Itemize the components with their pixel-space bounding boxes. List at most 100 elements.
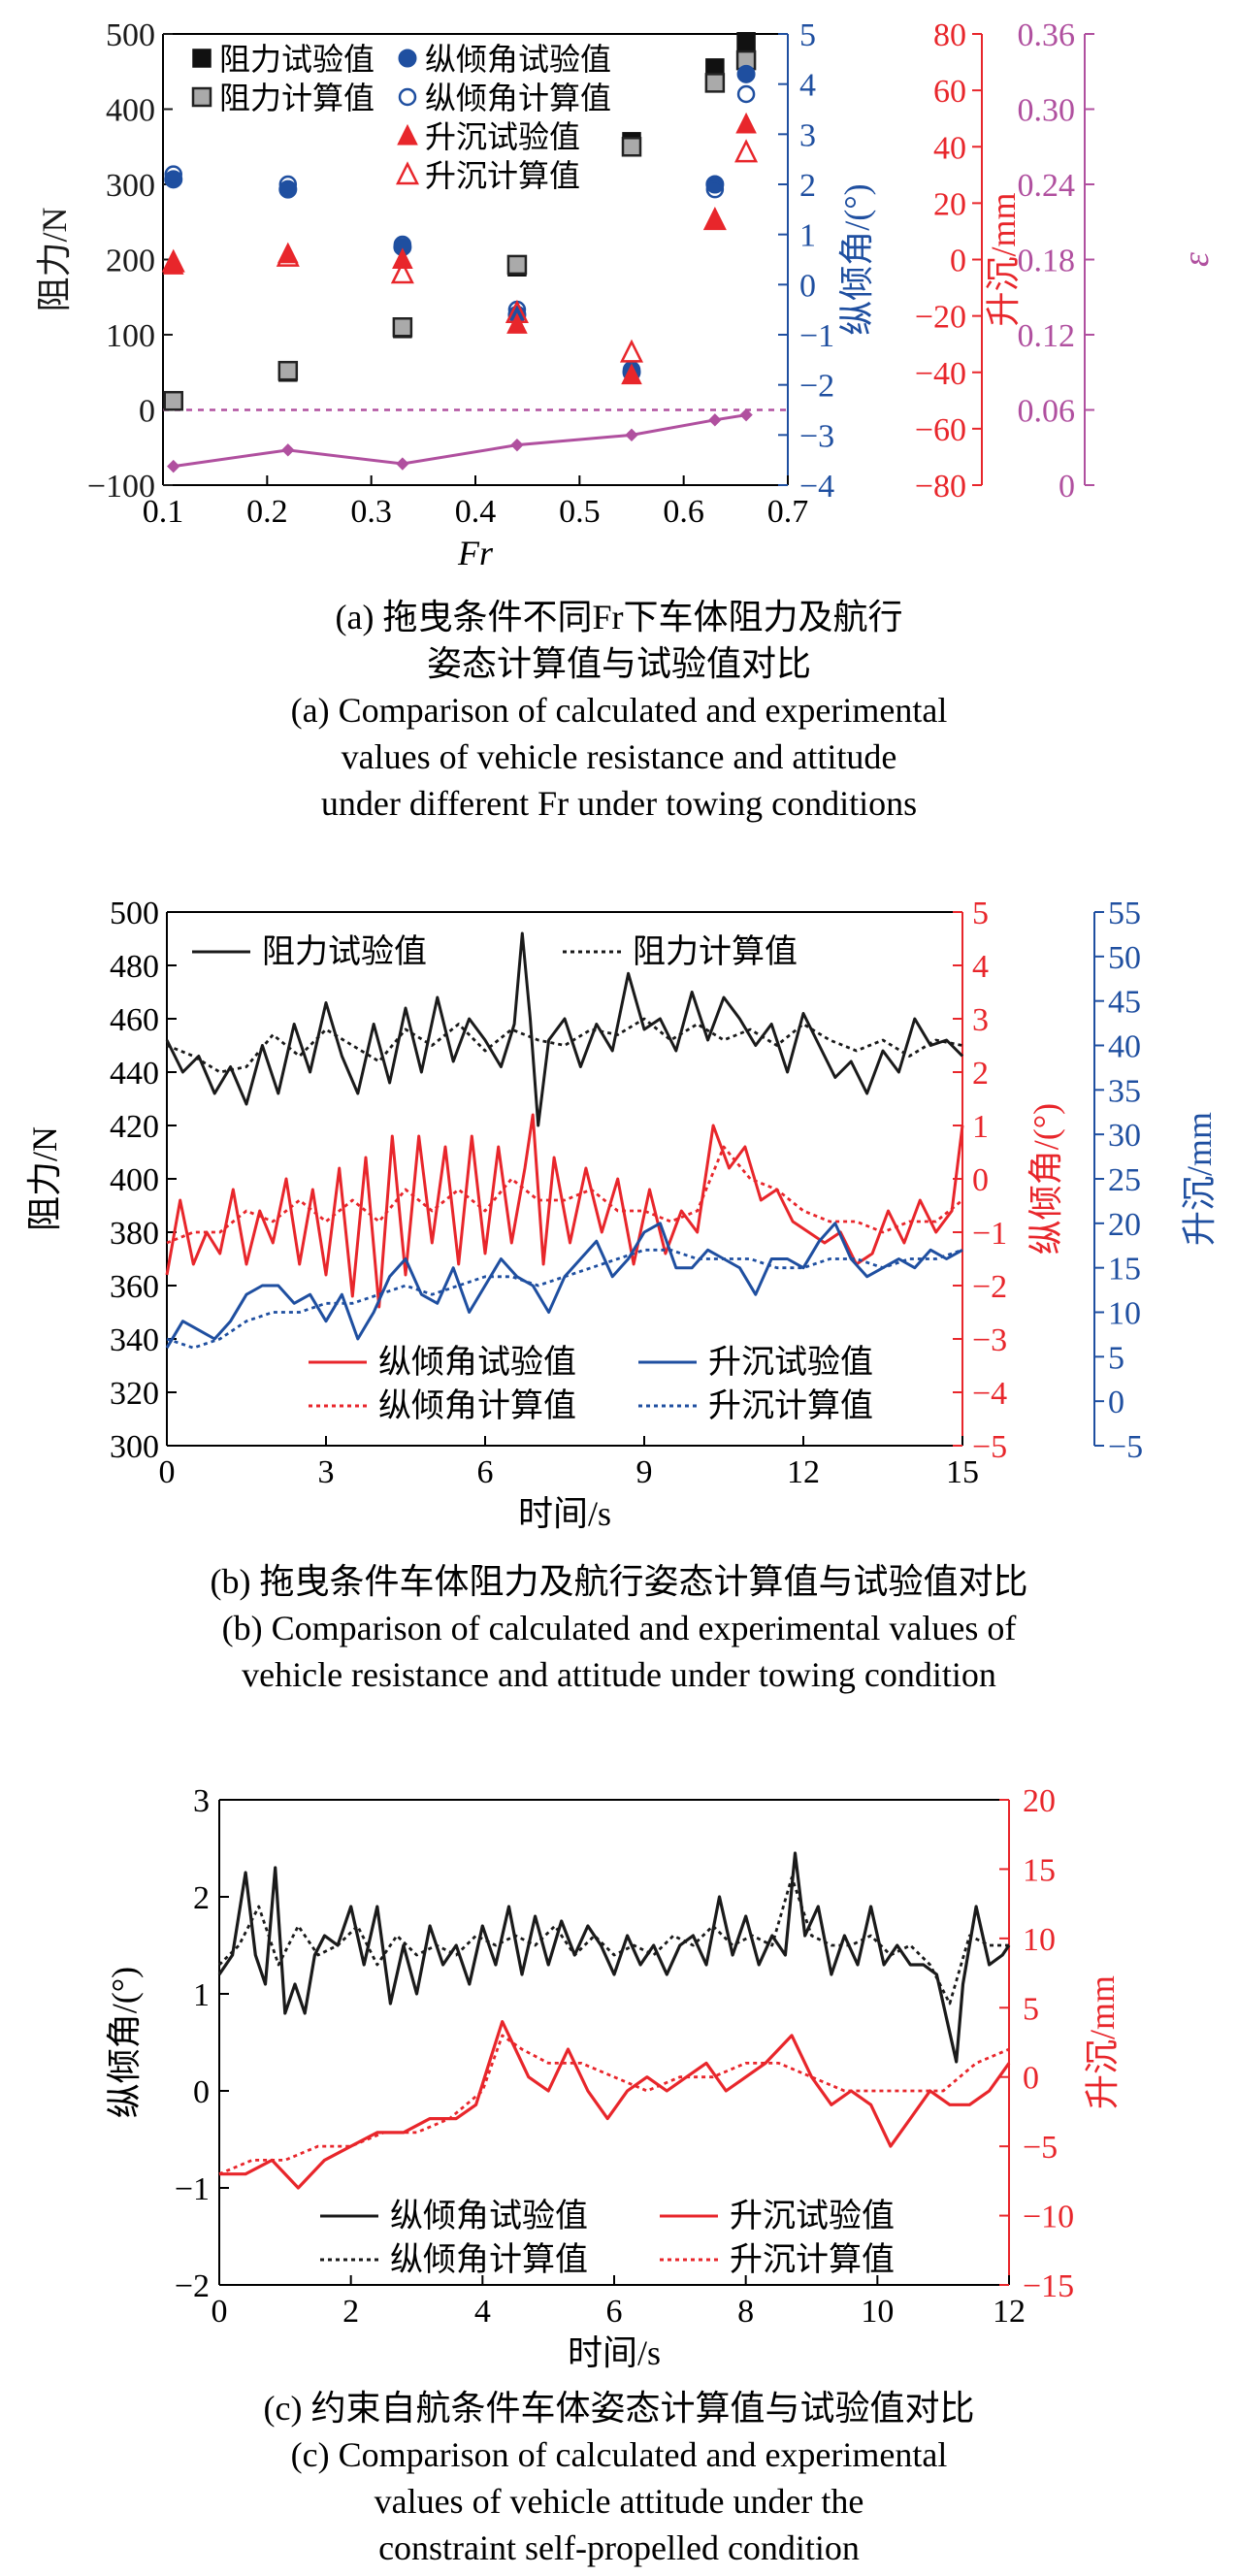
a-eps-tick-label: 0.30 bbox=[1018, 93, 1076, 129]
b-trim-tick-label: 3 bbox=[972, 1002, 989, 1038]
c-line-trim-solid bbox=[217, 1851, 1011, 2064]
a-point-resistance-0 bbox=[736, 32, 756, 51]
a-resistance-tick-label: 300 bbox=[106, 168, 155, 204]
c-trim-tick-label: −1 bbox=[175, 2171, 210, 2207]
a-resistance-tick-label: 500 bbox=[106, 17, 155, 53]
a-point-heave-4 bbox=[621, 363, 642, 385]
b-heave-tick-label: 45 bbox=[1108, 985, 1141, 1021]
c-x-tick-label: 4 bbox=[474, 2294, 491, 2330]
a-legend-marker bbox=[398, 87, 417, 107]
b-line-heave-solid bbox=[165, 1222, 963, 1349]
a-point-resistance-1 bbox=[392, 317, 413, 338]
a-heave-tick-label: −40 bbox=[915, 356, 966, 392]
c-trim-tick-label: 2 bbox=[193, 1880, 210, 1916]
c-heave-tick-label: 20 bbox=[1023, 1783, 1056, 1819]
b-resistance-tick-label: 440 bbox=[110, 1056, 159, 1092]
b-heave-tick-label: 55 bbox=[1108, 896, 1141, 931]
c-trim-tick-label: 3 bbox=[193, 1783, 210, 1819]
c-x-tick-label: 2 bbox=[342, 2294, 359, 2330]
b-resistance-tick-label: 320 bbox=[110, 1376, 159, 1412]
caption-a-cn-2: 姿态计算值与试验值对比 bbox=[426, 644, 811, 683]
b-trim-tick-label: 1 bbox=[972, 1109, 989, 1145]
b-resistance-axis-label: 阻力/N bbox=[25, 1126, 64, 1231]
b-resistance-tick-label: 480 bbox=[110, 949, 159, 985]
a-trim-tick-label: 3 bbox=[799, 117, 816, 153]
a-eps-tick-label: 0.24 bbox=[1018, 168, 1076, 204]
a-legend-label: 阻力计算值 bbox=[219, 81, 375, 115]
a-point-trim-3 bbox=[164, 165, 182, 183]
a-eps-tick-label: 0.36 bbox=[1018, 17, 1076, 53]
a-resistance-tick-label: 200 bbox=[106, 244, 155, 279]
c-heave-tick-label: 0 bbox=[1023, 2061, 1039, 2097]
a-point-trim-2 bbox=[736, 64, 756, 83]
c-legend-label: 纵倾角试验值 bbox=[390, 2198, 588, 2234]
a-trim-tick-label: 5 bbox=[799, 17, 816, 53]
b-trim-tick-label: −2 bbox=[972, 1269, 1007, 1305]
a-legend-marker bbox=[192, 49, 212, 68]
a-legend-marker bbox=[398, 49, 417, 68]
a-point-heave-5 bbox=[276, 243, 300, 267]
b-legend-label: 升沉计算值 bbox=[708, 1387, 873, 1424]
a-trim-tick-label: −2 bbox=[799, 369, 834, 405]
c-line-heave-solid bbox=[219, 2020, 1011, 2190]
a-point-resistance-1 bbox=[506, 254, 528, 276]
a-resistance-axis-label: 阻力/N bbox=[35, 207, 74, 311]
c-x-tick-label: 10 bbox=[861, 2294, 894, 2330]
a-point-heave-5 bbox=[734, 139, 759, 163]
a-point-eps-6 bbox=[396, 457, 409, 471]
a-point-heave-5 bbox=[619, 339, 644, 363]
figure-a: 0.1 0.2 0.3 0.4 0.5 0.6 0.7 Fr −100 0 100 200 300 400… bbox=[0, 0, 1238, 844]
a-point-resistance-1 bbox=[163, 390, 183, 411]
a-trim-tick-label: 2 bbox=[799, 168, 816, 204]
c-heave-tick-label: −5 bbox=[1023, 2130, 1058, 2166]
c-heave-tick-label: −10 bbox=[1023, 2200, 1074, 2235]
b-heave-tick-label: 50 bbox=[1108, 940, 1141, 976]
b-x-tick-label: 12 bbox=[787, 1454, 820, 1490]
a-point-heave-4 bbox=[506, 312, 528, 334]
c-heave-tick-label: −15 bbox=[1023, 2268, 1074, 2304]
a-legend-label: 纵倾角计算值 bbox=[425, 81, 611, 115]
a-point-heave-5 bbox=[702, 207, 727, 231]
b-resistance-tick-label: 300 bbox=[110, 1429, 159, 1465]
a-point-heave-4 bbox=[704, 208, 726, 230]
a-resistance-tick-label: 0 bbox=[139, 394, 155, 430]
a-eps-tick-label: 0.12 bbox=[1018, 318, 1076, 354]
c-x-tick-label: 8 bbox=[737, 2294, 754, 2330]
a-point-heave-4 bbox=[392, 247, 413, 269]
b-heave-tick-label: 30 bbox=[1108, 1118, 1141, 1154]
a-resistance-tick-label: 100 bbox=[106, 318, 155, 354]
a-eps-tick-label: 0.18 bbox=[1018, 244, 1076, 279]
b-trim-tick-label: 2 bbox=[972, 1056, 989, 1092]
caption-a-cn-1: (a) 拖曳条件不同Fr下车体阻力及航行 bbox=[335, 598, 903, 636]
c-heave-tick-label: 5 bbox=[1023, 1991, 1039, 2027]
a-trim-tick-label: −1 bbox=[799, 318, 834, 354]
b-heave-tick-label: 0 bbox=[1108, 1385, 1124, 1420]
caption-c-en-3: constraint self-propelled condition bbox=[378, 2528, 860, 2567]
figure-b: 0 3 6 9 12 15 时间/s 300 320 340 360 380 400 420 440 460 4… bbox=[0, 873, 1238, 1727]
a-point-heave-5 bbox=[390, 260, 414, 284]
c-trim-tick-label: 1 bbox=[193, 1977, 210, 2013]
b-heave-axis-label: 升沉/mm bbox=[1180, 1112, 1219, 1246]
b-legend-label: 纵倾角计算值 bbox=[378, 1387, 576, 1424]
b-heave-tick-label: 15 bbox=[1108, 1252, 1141, 1288]
c-x-tick-label: 0 bbox=[212, 2294, 228, 2330]
b-x-tick-label: 9 bbox=[636, 1454, 653, 1490]
a-point-heave-4 bbox=[735, 112, 757, 134]
b-resistance-tick-label: 400 bbox=[110, 1162, 159, 1198]
b-line-heave-dotted bbox=[166, 1248, 963, 1350]
a-point-heave-4 bbox=[162, 253, 184, 275]
a-heave-tick-label: −80 bbox=[915, 469, 966, 505]
c-legend-label: 升沉计算值 bbox=[730, 2241, 895, 2278]
a-eps-line bbox=[173, 413, 747, 469]
b-resistance-tick-label: 420 bbox=[110, 1109, 159, 1145]
chart-a: 0.1 0.2 0.3 0.4 0.5 0.6 0.7Fr−1000100200300400… bbox=[35, 17, 1217, 572]
caption-a-en-3: under different Fr under towing conditio… bbox=[320, 784, 918, 823]
c-trim-tick-label: −2 bbox=[175, 2268, 210, 2304]
a-point-trim-2 bbox=[705, 175, 725, 194]
chart-b: 0 3 6 9 12 15时间/s3003203403603804004204404604… bbox=[25, 896, 1219, 1533]
a-heave-axis-label: 升沉/mm bbox=[984, 192, 1023, 326]
a-point-resistance-1 bbox=[704, 73, 726, 93]
a-legend-marker bbox=[191, 86, 212, 108]
a-x-tick-label: 0.2 bbox=[246, 494, 288, 530]
b-trim-tick-label: −5 bbox=[972, 1429, 1007, 1465]
